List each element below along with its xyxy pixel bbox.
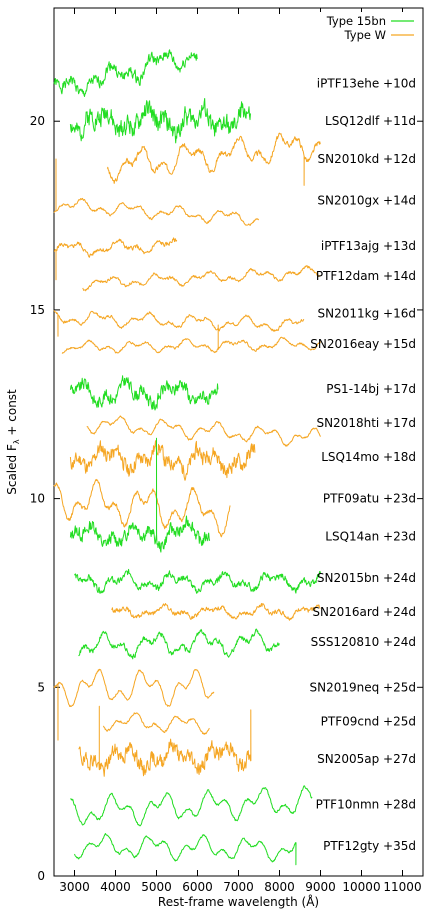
spectrum-label: SN2016eay +15d [310, 337, 416, 351]
x-axis-title: Rest-frame wavelength (Å) [158, 894, 319, 909]
spectra-group [53, 49, 321, 866]
spectrum-line [86, 415, 321, 447]
x-tick-label: 10000 [342, 880, 380, 894]
y-tick-label: 5 [37, 680, 45, 694]
spectrum-line [53, 158, 260, 226]
spectrum-labels: iPTF13ehe +10d LSQ12dlf +11d SN2010kd +12d… [310, 76, 417, 852]
spectrum-label: PTF12dam +14d [316, 269, 416, 283]
spectrum-line [82, 265, 321, 292]
spectrum-line [54, 237, 178, 281]
spectrum-line [53, 310, 305, 337]
spectrum-line [70, 785, 313, 827]
spectrum-label: SSS120810 +24d [311, 635, 416, 649]
spectrum-line [78, 628, 280, 660]
spectrum-label: SN2005ap +27d [317, 752, 416, 766]
spectrum-label: PS1-14bj +17d [326, 382, 416, 396]
spectrum-line [74, 568, 321, 594]
legend-label: Type 15bn [326, 14, 386, 28]
spectrum-line [53, 49, 198, 97]
spectrum-line [69, 440, 256, 481]
x-tick-label: 9000 [305, 880, 336, 894]
spectrum-line [61, 324, 321, 354]
x-tick-label: 5000 [141, 880, 172, 894]
x-tick-label: 3000 [59, 880, 90, 894]
y-tick-label: 10 [30, 492, 45, 506]
legend-label: Type W [344, 28, 386, 42]
spectrum-label: SN2016ard +24d [312, 605, 416, 619]
axis-tick-labels: 3000 4000 5000 6000 7000 8000 9000 10000 11000 0 5… [30, 114, 422, 894]
spectrum-line [69, 98, 251, 144]
spectrum-label: PTF10nmn +28d [316, 797, 416, 811]
spectrum-label: SN2011kg +16d [318, 307, 416, 321]
x-tick-label: 4000 [100, 880, 131, 894]
spectrum-label: SN2010gx +14d [317, 193, 416, 207]
spectrum-label: LSQ12dlf +11d [325, 114, 416, 128]
y-axis-title: Scaled Fλ + const [5, 389, 21, 495]
spectrum-line [53, 668, 215, 741]
y-tick-label: 20 [30, 114, 45, 128]
x-tick-label: 8000 [264, 880, 295, 894]
spectrum-label: SN2018hti +17d [316, 416, 416, 430]
spectrum-line [102, 712, 210, 735]
spectrum-label: LSQ14mo +18d [321, 450, 416, 464]
spectrum-label: SN2010kd +12d [318, 152, 416, 166]
spectrum-line [111, 603, 321, 621]
spectrum-line [78, 705, 252, 777]
spectrum-label: iPTF13ajg +13d [321, 239, 416, 253]
spectrum-label: LSQ14an +23d [325, 529, 416, 543]
y-tick-label: 15 [30, 303, 45, 317]
spectrum-line [74, 833, 297, 866]
x-tick-label: 7000 [223, 880, 254, 894]
spectrum-label: SN2015bn +24d [317, 571, 416, 585]
x-tick-label: 6000 [182, 880, 213, 894]
spectrum-label: SN2019neq +25d [310, 680, 417, 694]
x-tick-label: 11000 [383, 880, 421, 894]
y-tick-label: 0 [37, 869, 45, 883]
spectrum-line [69, 375, 219, 411]
legend-box [296, 12, 418, 46]
spectrum-label: PTF09cnd +25d [321, 714, 416, 728]
spectrum-label: PTF12gty +35d [323, 839, 416, 853]
spectrum-line [69, 437, 211, 553]
spectrum-label: PTF09atu +23d [323, 492, 416, 506]
spectrum-label: iPTF13ehe +10d [317, 76, 416, 90]
spectrum-line [53, 478, 231, 538]
spectrum-line [106, 132, 321, 186]
